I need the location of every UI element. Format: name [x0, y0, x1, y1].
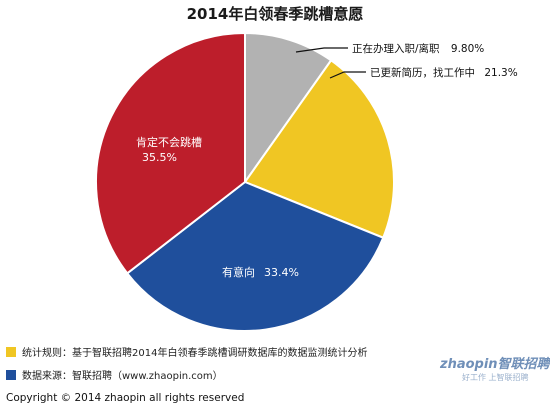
- slice-2-label: 有意向: [222, 265, 255, 279]
- callout-label-slice-0: 正在办理入职/离职 9.80%: [352, 42, 484, 55]
- slice-1-value: 21.3%: [484, 67, 517, 79]
- callout-line-2: [329, 71, 366, 79]
- zhaopin-logo: zhaopin智联招聘 好工作 上智联招聘: [439, 356, 550, 382]
- note-1-marker: [6, 347, 16, 357]
- note-1-text: 统计规则：基于智联招聘2014年白领春季跳槽调研数据库的数据监测统计分析: [22, 346, 367, 359]
- slice-0-label: 正在办理入职/离职: [352, 42, 440, 55]
- chart-title: 2014年白领春季跳槽意愿: [187, 5, 364, 23]
- pie-slice-1: [243, 58, 395, 240]
- callout-lines: [295, 47, 366, 79]
- copyright-text: Copyright © 2014 zhaopin all rights rese…: [6, 392, 244, 404]
- callout-label-slice-1: 已更新简历，找工作中 21.3%: [370, 66, 518, 79]
- slice-1-label: 已更新简历，找工作中: [370, 66, 475, 79]
- note-2-marker: [6, 370, 16, 380]
- logo-main-text: zhaopin智联招聘: [439, 356, 550, 372]
- slice-2-value: 33.4%: [264, 266, 299, 279]
- slice-0-value: 9.80%: [451, 43, 484, 55]
- note-2-text: 数据来源：智联招聘（www.zhaopin.com）: [22, 369, 223, 382]
- callout-line-1: [295, 47, 348, 53]
- pie-slice-0: [244, 31, 333, 186]
- pie-slices: [95, 31, 395, 332]
- pie-slice-2: [125, 180, 385, 332]
- pie-slice-3: [95, 31, 246, 275]
- slice-3-label: 肯定不会跳槽: [136, 135, 202, 149]
- slice-3-value: 35.5%: [142, 151, 177, 164]
- logo-sub-text: 好工作 上智联招聘: [462, 372, 529, 382]
